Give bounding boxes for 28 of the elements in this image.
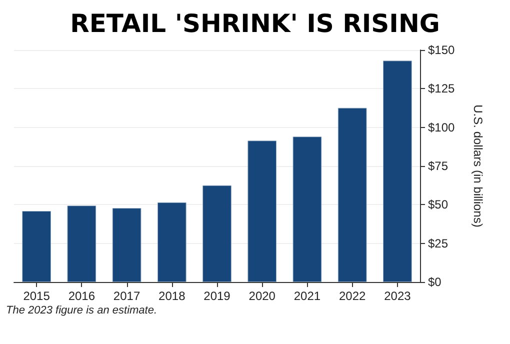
bar [338,108,367,282]
bar [248,140,277,282]
bar [22,211,51,282]
x-tick-label: 2019 [204,289,231,303]
chart-title: RETAIL 'SHRINK' IS RISING [70,9,440,38]
y2-tick-label: $150 [428,43,456,57]
x-tick-label: 2022 [338,289,366,303]
x-tick-label: 2023 [384,289,412,303]
y2-tick-label: $100 [428,120,456,134]
x-tick-label: 2018 [158,289,186,303]
bar [157,202,186,282]
y2-tick-label: $0 [428,275,442,289]
bar [67,206,96,282]
text: The 2023 figure is an estimate. [6,304,158,316]
y2-tick-label: $75 [428,159,448,173]
x-tick-label: 2016 [68,289,96,303]
x-tick-label: 2020 [248,289,276,303]
y2-tick-label: $50 [428,198,448,212]
bar [292,136,322,282]
bar [202,185,232,282]
y2-tick-label: $25 [428,236,448,250]
bar [383,60,412,282]
x-tick-label: 2021 [294,289,321,303]
bar [112,208,142,282]
x-tick-label: 2017 [113,289,140,303]
y2-axis-title: U.S. dollars (in billions) [471,104,485,228]
x-tick-label: 2015 [23,289,50,303]
y2-tick-label: $125 [428,82,456,96]
